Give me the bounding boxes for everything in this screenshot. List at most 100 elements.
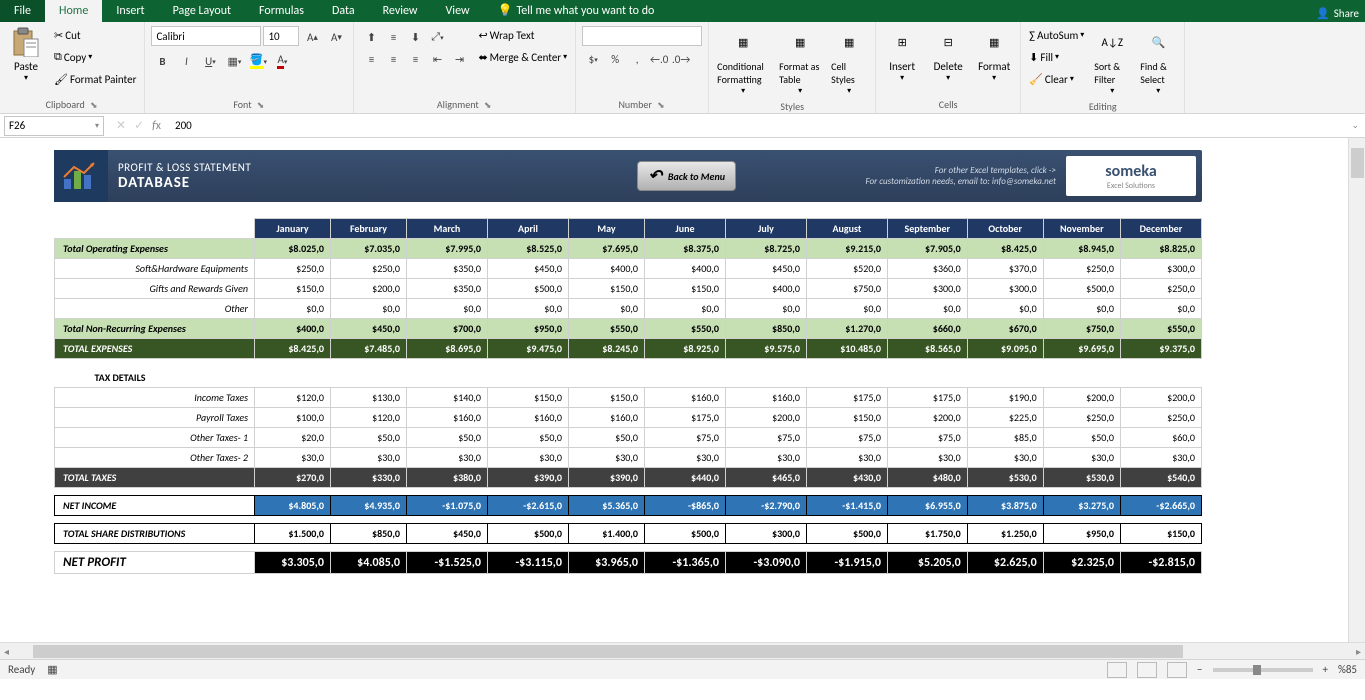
italic-button[interactable]: I (175, 50, 197, 72)
insert-cells-button[interactable]: ⊞Insert▾ (880, 24, 924, 85)
cancel-formula-button[interactable]: ✕ (116, 118, 126, 133)
inc-decimal-button[interactable]: ←.0 (648, 48, 670, 70)
font-size-select[interactable] (263, 26, 299, 46)
tab-file[interactable]: File (0, 0, 45, 22)
fill-button[interactable]: ⬇Fill▾ (1025, 46, 1088, 68)
comma-button[interactable]: , (626, 48, 648, 70)
align-center-button[interactable]: ≡ (382, 48, 404, 70)
dec-decimal-button[interactable]: .0→ (670, 48, 692, 70)
clear-button[interactable]: 🧹Clear▾ (1025, 68, 1088, 90)
font-launcher[interactable]: ⬊ (256, 100, 266, 110)
orientation-button[interactable]: ⤢▾ (426, 26, 448, 48)
formula-input[interactable]: 200 (169, 119, 1345, 132)
decrease-font-button[interactable]: A▾ (325, 26, 347, 48)
row-income-taxes[interactable]: Income Taxes$120,0$130,0$140,0$150,0$150… (55, 388, 1202, 408)
zoom-level[interactable]: %85 (1338, 663, 1357, 676)
bold-button[interactable]: B (151, 50, 173, 72)
share-button[interactable]: 👤Share (1310, 5, 1365, 22)
autosum-button[interactable]: ∑AutoSum▾ (1025, 24, 1088, 46)
align-middle-button[interactable]: ≡ (382, 26, 404, 48)
tab-formulas[interactable]: Formulas (245, 0, 318, 22)
scroll-left-button[interactable]: ◂ (0, 645, 13, 658)
row-other[interactable]: Other$0,0$0,0$0,0$0,0$0,0$0,0$0,0$0,0$0,… (55, 299, 1202, 319)
align-top-button[interactable]: ⬆ (360, 26, 382, 48)
enter-formula-button[interactable]: ✓ (134, 118, 144, 133)
delete-cells-button[interactable]: ⊟Delete▾ (926, 24, 970, 85)
zoom-thumb[interactable] (1253, 665, 1261, 675)
fill-color-button[interactable]: 🪣▾ (247, 50, 269, 72)
share-icon: 👤 (1316, 7, 1330, 20)
row-total-taxes[interactable]: TOTAL TAXES$270,0$330,0$380,0$390,0$390,… (55, 468, 1202, 488)
underline-button[interactable]: U▾ (199, 50, 221, 72)
zoom-out-button[interactable]: − (1197, 663, 1202, 676)
tab-review[interactable]: Review (369, 0, 432, 22)
currency-button[interactable]: $▾ (582, 48, 604, 70)
align-left-button[interactable]: ≡ (360, 48, 382, 70)
format-table-button[interactable]: ▦Format as Table▾ (775, 24, 825, 98)
tab-data[interactable]: Data (318, 0, 369, 22)
tell-me[interactable]: 💡Tell me what you want to do (484, 0, 669, 22)
row-other-taxes-1[interactable]: Other Taxes- 1$20,0$50,0$50,0$50,0$50,0$… (55, 428, 1202, 448)
cell-styles-button[interactable]: ▦Cell Styles▾ (827, 24, 871, 98)
font-color-button[interactable]: A▾ (271, 50, 293, 72)
back-to-menu-button[interactable]: ↶Back to Menu (637, 161, 736, 191)
group-number: $▾ % , ←.0 .0→ Number⬊ (576, 22, 709, 113)
bulb-icon: 💡 (498, 3, 513, 18)
expand-formula-button[interactable]: ⌄ (1345, 120, 1365, 131)
row-soft-hardware[interactable]: Soft&Hardware Equipments$250,0$250,0$350… (55, 259, 1202, 279)
cut-icon: ✂ (54, 29, 63, 42)
row-net-profit[interactable]: NET PROFIT$3.305,0$4.085,0-$1.525,0-$3.1… (55, 552, 1202, 574)
macro-icon[interactable]: ▦ (47, 663, 57, 676)
percent-button[interactable]: % (604, 48, 626, 70)
tab-insert[interactable]: Insert (102, 0, 158, 22)
cond-format-button[interactable]: ▦Conditional Formatting▾ (713, 24, 773, 98)
tab-home[interactable]: Home (45, 0, 102, 22)
page-layout-view-button[interactable] (1137, 662, 1157, 678)
row-payroll-taxes[interactable]: Payroll Taxes$100,0$120,0$160,0$160,0$16… (55, 408, 1202, 428)
sheet-area[interactable]: PROFIT & LOSS STATEMENT DATABASE ↶Back t… (0, 138, 1365, 642)
wrap-text-button[interactable]: ↩Wrap Text (474, 24, 571, 46)
clipboard-launcher[interactable]: ⬊ (89, 100, 99, 110)
tab-page-layout[interactable]: Page Layout (159, 0, 245, 22)
indent-inc-button[interactable]: ⇥ (448, 48, 470, 70)
row-other-taxes-2[interactable]: Other Taxes- 2$30,0$30,0$30,0$30,0$30,0$… (55, 448, 1202, 468)
sort-filter-button[interactable]: A↓ZSort & Filter▾ (1090, 24, 1134, 98)
horizontal-scrollbar[interactable]: ◂ ▸ (0, 642, 1365, 659)
format-painter-button[interactable]: 🖌Format Painter (50, 68, 140, 90)
banner-info: For other Excel templates, click -> For … (746, 165, 1066, 187)
align-right-button[interactable]: ≡ (404, 48, 426, 70)
indent-dec-button[interactable]: ⇤ (426, 48, 448, 70)
zoom-slider[interactable] (1213, 668, 1313, 672)
merge-center-button[interactable]: ⬌Merge & Center▾ (474, 46, 571, 68)
row-total-nonrec[interactable]: Total Non-Recurring Expenses$400,0$450,0… (55, 319, 1202, 339)
format-cells-button[interactable]: ▦Format▾ (972, 24, 1016, 85)
row-total-expenses[interactable]: TOTAL EXPENSES$8.425,0$7.485,0$8.695,0$9… (55, 339, 1202, 359)
paste-button[interactable]: Paste▾ (4, 24, 48, 85)
scroll-right-button[interactable]: ▸ (1352, 645, 1365, 658)
row-net-income[interactable]: NET INCOME$4.805,0$4.935,0-$1.075,0-$2.6… (55, 496, 1202, 516)
normal-view-button[interactable] (1107, 662, 1127, 678)
row-share-dist[interactable]: TOTAL SHARE DISTRIBUTIONS$1.500,0$850,0$… (55, 524, 1202, 544)
increase-font-button[interactable]: A▴ (301, 26, 323, 48)
font-name-select[interactable] (151, 26, 261, 46)
fx-button[interactable]: fx (152, 119, 161, 133)
group-font: A▴ A▾ B I U▾ ▦▾ 🪣▾ A▾ Font⬊ (145, 22, 354, 113)
page-break-view-button[interactable] (1167, 662, 1187, 678)
copy-button[interactable]: ⧉Copy▾ (50, 46, 140, 68)
name-box[interactable]: F26▾ (4, 116, 104, 136)
align-bottom-button[interactable]: ⬇ (404, 26, 426, 48)
row-total-op-expenses[interactable]: Total Operating Expenses$8.025,0$7.035,0… (55, 239, 1202, 259)
hscroll-thumb[interactable] (33, 645, 1183, 658)
number-format-select[interactable] (582, 26, 702, 46)
align-launcher[interactable]: ⬊ (483, 100, 493, 110)
borders-button[interactable]: ▦▾ (223, 50, 245, 72)
find-select-button[interactable]: 🔍Find & Select▾ (1136, 24, 1180, 98)
vertical-scrollbar[interactable] (1348, 138, 1365, 642)
vscroll-thumb[interactable] (1351, 148, 1364, 178)
number-launcher[interactable]: ⬊ (656, 100, 666, 110)
row-gifts-rewards[interactable]: Gifts and Rewards Given$150,0$200,0$350,… (55, 279, 1202, 299)
cut-button[interactable]: ✂Cut (50, 24, 140, 46)
clear-icon: 🧹 (1029, 73, 1043, 86)
zoom-in-button[interactable]: + (1323, 663, 1328, 676)
tab-view[interactable]: View (432, 0, 484, 22)
